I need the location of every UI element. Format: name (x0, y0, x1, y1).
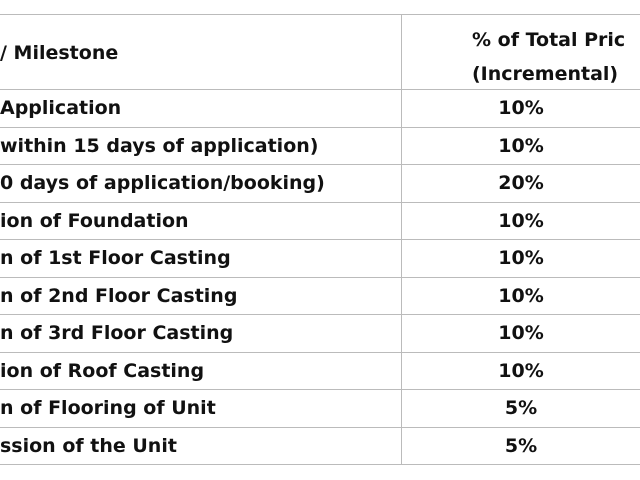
table-cell: 20% (402, 165, 640, 203)
table-cell: n of Flooring of Unit (0, 390, 402, 428)
cell-text: n of 1st Floor Casting (0, 247, 231, 269)
cell-text: 10% (498, 284, 544, 307)
table-cell: 10% (402, 128, 640, 165)
header-cell: % of Total Pric (Incremental) (402, 14, 640, 90)
cell-text: ssion of the Unit (0, 434, 177, 457)
cell-text: 10% (498, 322, 544, 344)
cell-text: n of Flooring of Unit (0, 397, 216, 419)
cell-text: 20% (498, 172, 544, 194)
table-cell: ssion of the Unit (0, 427, 402, 465)
cell-text: Application (0, 97, 122, 119)
cell-text: n of 3rd Floor Casting (0, 322, 234, 344)
table-cell: within 15 days of application) (0, 127, 402, 165)
table-cell: 5% (402, 390, 640, 428)
header-text: / Milestone (0, 42, 119, 64)
header-text: % of Total Pric (472, 29, 626, 51)
table-cell: 0 days of application/booking) (0, 165, 402, 203)
cell-text: 0 days of application/booking) (0, 172, 325, 194)
cell-text: 10% (498, 134, 544, 157)
table-cell: 10% (402, 278, 640, 315)
cell-text: 10% (498, 209, 544, 232)
cell-text: n of 2nd Floor Casting (0, 284, 238, 307)
cell-text: 10% (498, 97, 544, 119)
table-cell: 5% (402, 428, 640, 465)
table-cell: ion of Roof Casting (0, 352, 402, 390)
table-cell: 10% (402, 353, 640, 390)
table-cell: Application (0, 90, 402, 128)
cell-text: ion of Foundation (0, 209, 189, 232)
header-cell: / Milestone (0, 14, 402, 90)
cell-text: 10% (498, 247, 544, 269)
table-cell: ion of Foundation (0, 202, 402, 240)
cell-text: 5% (504, 434, 538, 457)
cell-text: ion of Roof Casting (0, 359, 205, 382)
table-cell: 10% (402, 90, 640, 128)
cell-text: 5% (504, 397, 538, 419)
cell-text: within 15 days of application) (0, 134, 319, 157)
cell-text: 10% (498, 359, 544, 382)
table-cell: 10% (402, 240, 640, 278)
table-cell: n of 1st Floor Casting (0, 240, 402, 278)
table-cell: 10% (402, 315, 640, 353)
header-text: (Incremental) (472, 63, 619, 85)
table-cell: 10% (402, 203, 640, 240)
table-cell: n of 2nd Floor Casting (0, 277, 402, 315)
table-cell: n of 3rd Floor Casting (0, 315, 402, 353)
